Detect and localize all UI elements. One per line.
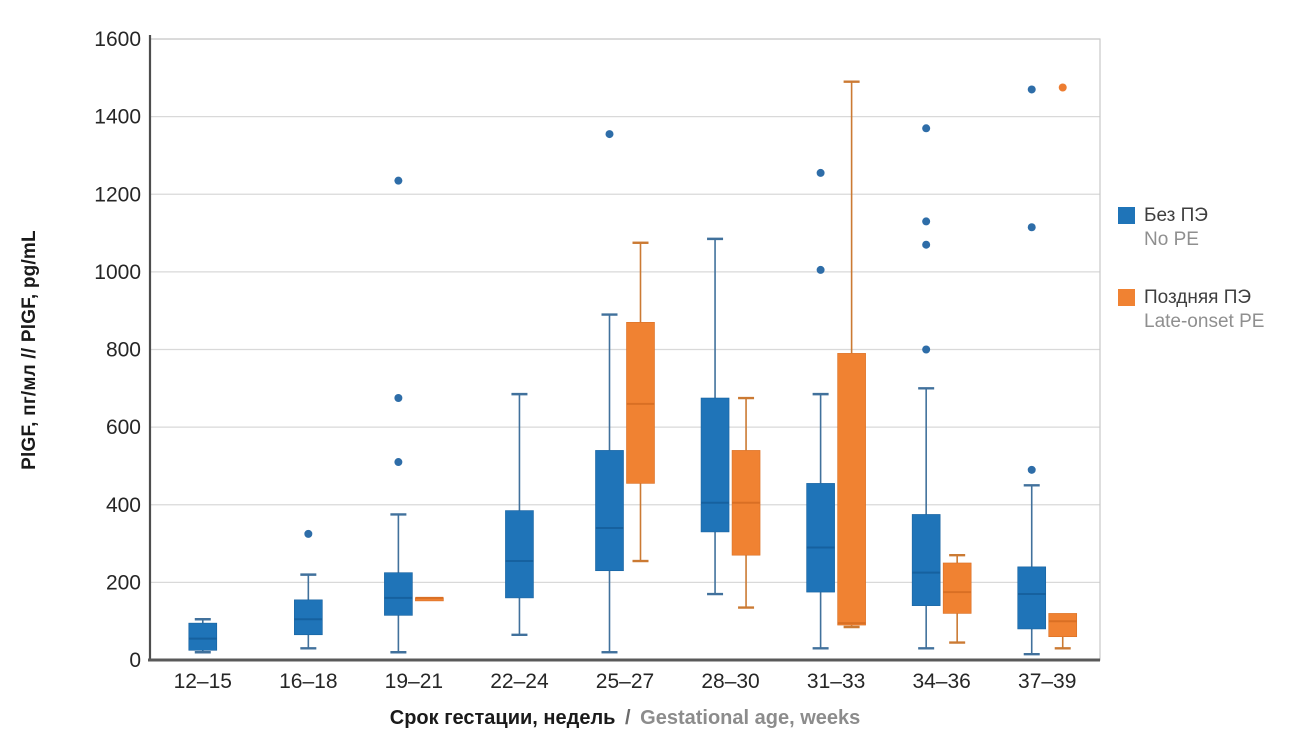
box-group [837, 80, 866, 629]
outlier-dot [1027, 465, 1036, 474]
outlier-dot [816, 265, 825, 274]
y-tick-label: 200 [106, 571, 141, 594]
outlier-dot [1027, 223, 1036, 232]
y-tick-label: 1400 [94, 106, 141, 129]
y-tick-label: 1000 [94, 261, 141, 284]
y-tick-labels: 0 200 400 600 800 1000 1200 1400 1600 [94, 28, 141, 672]
legend-swatch-no-pe [1118, 207, 1135, 224]
box [942, 562, 972, 614]
outlier-dot [922, 240, 931, 249]
outlier-dot [394, 458, 403, 467]
box [806, 483, 835, 593]
box-group [505, 392, 534, 636]
outlier-dot [304, 529, 313, 538]
legend-label-late-onset-pe-ru: Поздняя ПЭ [1144, 287, 1252, 308]
legend-label-no-pe-en: No PE [1144, 229, 1199, 250]
box-group [731, 396, 761, 609]
y-tick-label: 0 [129, 649, 141, 672]
x-tick-label: 12–15 [174, 670, 232, 693]
box [1017, 566, 1047, 630]
gridlines [150, 38, 1100, 583]
box-group [595, 130, 624, 654]
box-group [415, 596, 444, 602]
legend-label-no-pe-ru: Без ПЭ [1144, 205, 1208, 226]
x-axis-title-separator: / [625, 707, 631, 729]
box-group [294, 529, 323, 650]
box [1048, 613, 1078, 638]
x-tick-label: 31–33 [807, 670, 865, 693]
legend-item-late-onset-pe: Поздняя ПЭ Late-onset PE [1118, 286, 1264, 334]
box-group [626, 241, 655, 563]
x-tick-label: 25–27 [596, 670, 654, 693]
outlier-dot [394, 176, 403, 185]
y-tick-label: 600 [106, 416, 141, 439]
box [837, 353, 866, 626]
box-group [1048, 83, 1078, 650]
box-group [1017, 85, 1047, 656]
y-tick-label: 1200 [94, 183, 141, 206]
box-group [942, 554, 972, 644]
box-group [911, 124, 941, 650]
outlier-dot [1058, 83, 1067, 92]
x-axis-title: Срок гестации, недель / Gestational age,… [150, 707, 1100, 730]
x-tick-label: 19–21 [385, 670, 443, 693]
series-no-pe [188, 85, 1047, 656]
x-tick-label: 28–30 [701, 670, 759, 693]
box-group [700, 237, 730, 596]
x-tick-labels: 12–15 16–18 19–21 22–24 25–27 28–30 31–33 34–36… [174, 670, 1077, 693]
legend-swatch-late-onset-pe [1118, 289, 1135, 306]
box [911, 514, 941, 606]
box [188, 622, 218, 651]
y-tick-label: 1600 [94, 28, 141, 51]
box [505, 510, 534, 599]
box-group [384, 176, 413, 654]
x-tick-label: 37–39 [1018, 670, 1076, 693]
legend: Без ПЭ No PE Поздняя ПЭ Late-onset PE [1118, 204, 1264, 368]
outlier-dot [394, 394, 403, 403]
outlier-dot [605, 130, 614, 139]
x-tick-label: 16–18 [279, 670, 337, 693]
box [700, 397, 730, 533]
box-group [188, 618, 218, 654]
outlier-dot [922, 124, 931, 133]
legend-item-no-pe: Без ПЭ No PE [1118, 204, 1264, 252]
outlier-dot [922, 345, 931, 354]
outlier-dot [922, 217, 931, 226]
box [384, 572, 413, 616]
outlier-dot [1027, 85, 1036, 94]
x-tick-label: 22–24 [490, 670, 549, 693]
x-axis-title-en: Gestational age, weeks [640, 707, 861, 729]
box [294, 599, 323, 636]
legend-label-late-onset-pe-en: Late-onset PE [1144, 311, 1265, 332]
series-late-onset-pe [415, 80, 1078, 650]
box [595, 450, 624, 572]
x-axis-title-ru: Срок гестации, недель [389, 707, 616, 729]
outlier-dot [816, 168, 825, 177]
y-tick-label: 400 [106, 494, 141, 517]
x-tick-label: 34–36 [912, 670, 970, 693]
box-group [806, 168, 835, 650]
y-tick-label: 800 [106, 339, 141, 362]
